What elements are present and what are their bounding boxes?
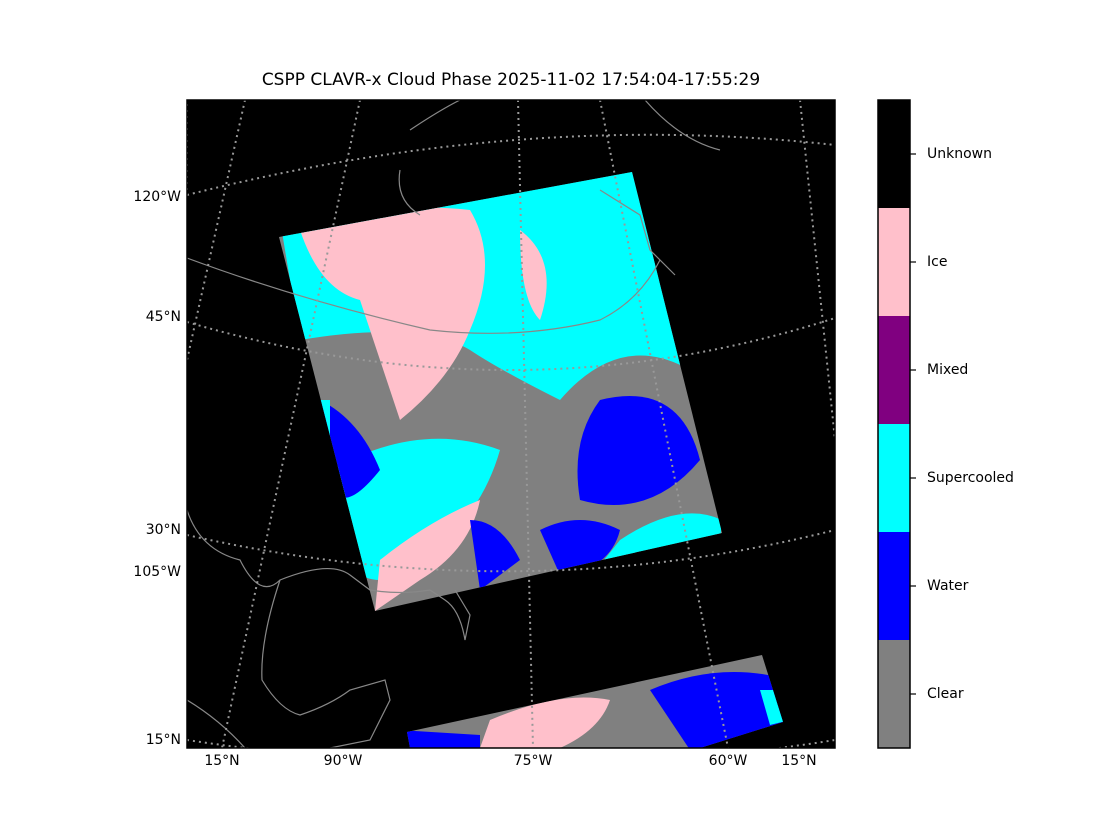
phase-region — [650, 672, 783, 748]
phase-region — [375, 500, 480, 611]
chart-title: CSPP CLAVR-x Cloud Phase 2025-11-02 17:5… — [262, 70, 760, 90]
graticule-line — [187, 100, 246, 361]
coastline — [187, 699, 246, 748]
phase-region — [577, 396, 700, 505]
colorbar-label: Mixed — [927, 362, 968, 378]
lat-lon-label: 15°N — [204, 753, 239, 769]
phase-region — [300, 207, 485, 420]
lat-lon-label: 90°W — [324, 753, 363, 769]
lat-lon-label: 15°N — [781, 753, 816, 769]
border — [187, 189, 676, 334]
graticule-line — [187, 317, 835, 371]
colorbar-frame — [877, 99, 911, 749]
colorbar-label: Supercooled — [927, 470, 1014, 486]
colorbar-segment — [878, 532, 910, 640]
coastline — [398, 100, 721, 216]
lat-lon-label: 45°N — [146, 309, 181, 325]
lat-lon-label: 30°N — [146, 522, 181, 538]
graticule-line — [599, 100, 729, 748]
lat-lon-label: 105°W — [133, 564, 181, 580]
coastline — [187, 509, 471, 641]
colorbar-segment — [878, 316, 910, 424]
map-frame — [186, 99, 836, 749]
colorbar-label: Clear — [927, 686, 964, 702]
phase-region — [600, 513, 722, 565]
lat-lon-label: 120°W — [133, 189, 181, 205]
phase-region — [520, 230, 547, 320]
phase-region — [480, 697, 610, 748]
coastlines — [187, 100, 721, 748]
graticule-line — [517, 100, 534, 748]
graticule-line — [221, 100, 361, 748]
phase-region — [407, 730, 480, 748]
graticule — [187, 100, 835, 748]
lat-lon-label: 60°W — [709, 753, 748, 769]
lat-lon-label: 15°N — [146, 732, 181, 748]
colorbar-segment — [878, 100, 910, 208]
phase-region — [470, 520, 520, 590]
coastline — [261, 579, 391, 748]
colorbar: Clear Water Supercooled Mixed Ice Unknown — [878, 100, 1014, 748]
graticule-line — [187, 529, 835, 573]
lat-lon-label: 75°W — [514, 753, 553, 769]
colorbar-segment — [878, 640, 910, 748]
colorbar-label: Water — [927, 578, 969, 594]
map — [187, 100, 835, 748]
colorbar-label: Unknown — [927, 146, 992, 162]
colorbar-label: Ice — [927, 254, 947, 270]
colorbar-segment — [878, 424, 910, 532]
colorbar-segment — [878, 208, 910, 316]
